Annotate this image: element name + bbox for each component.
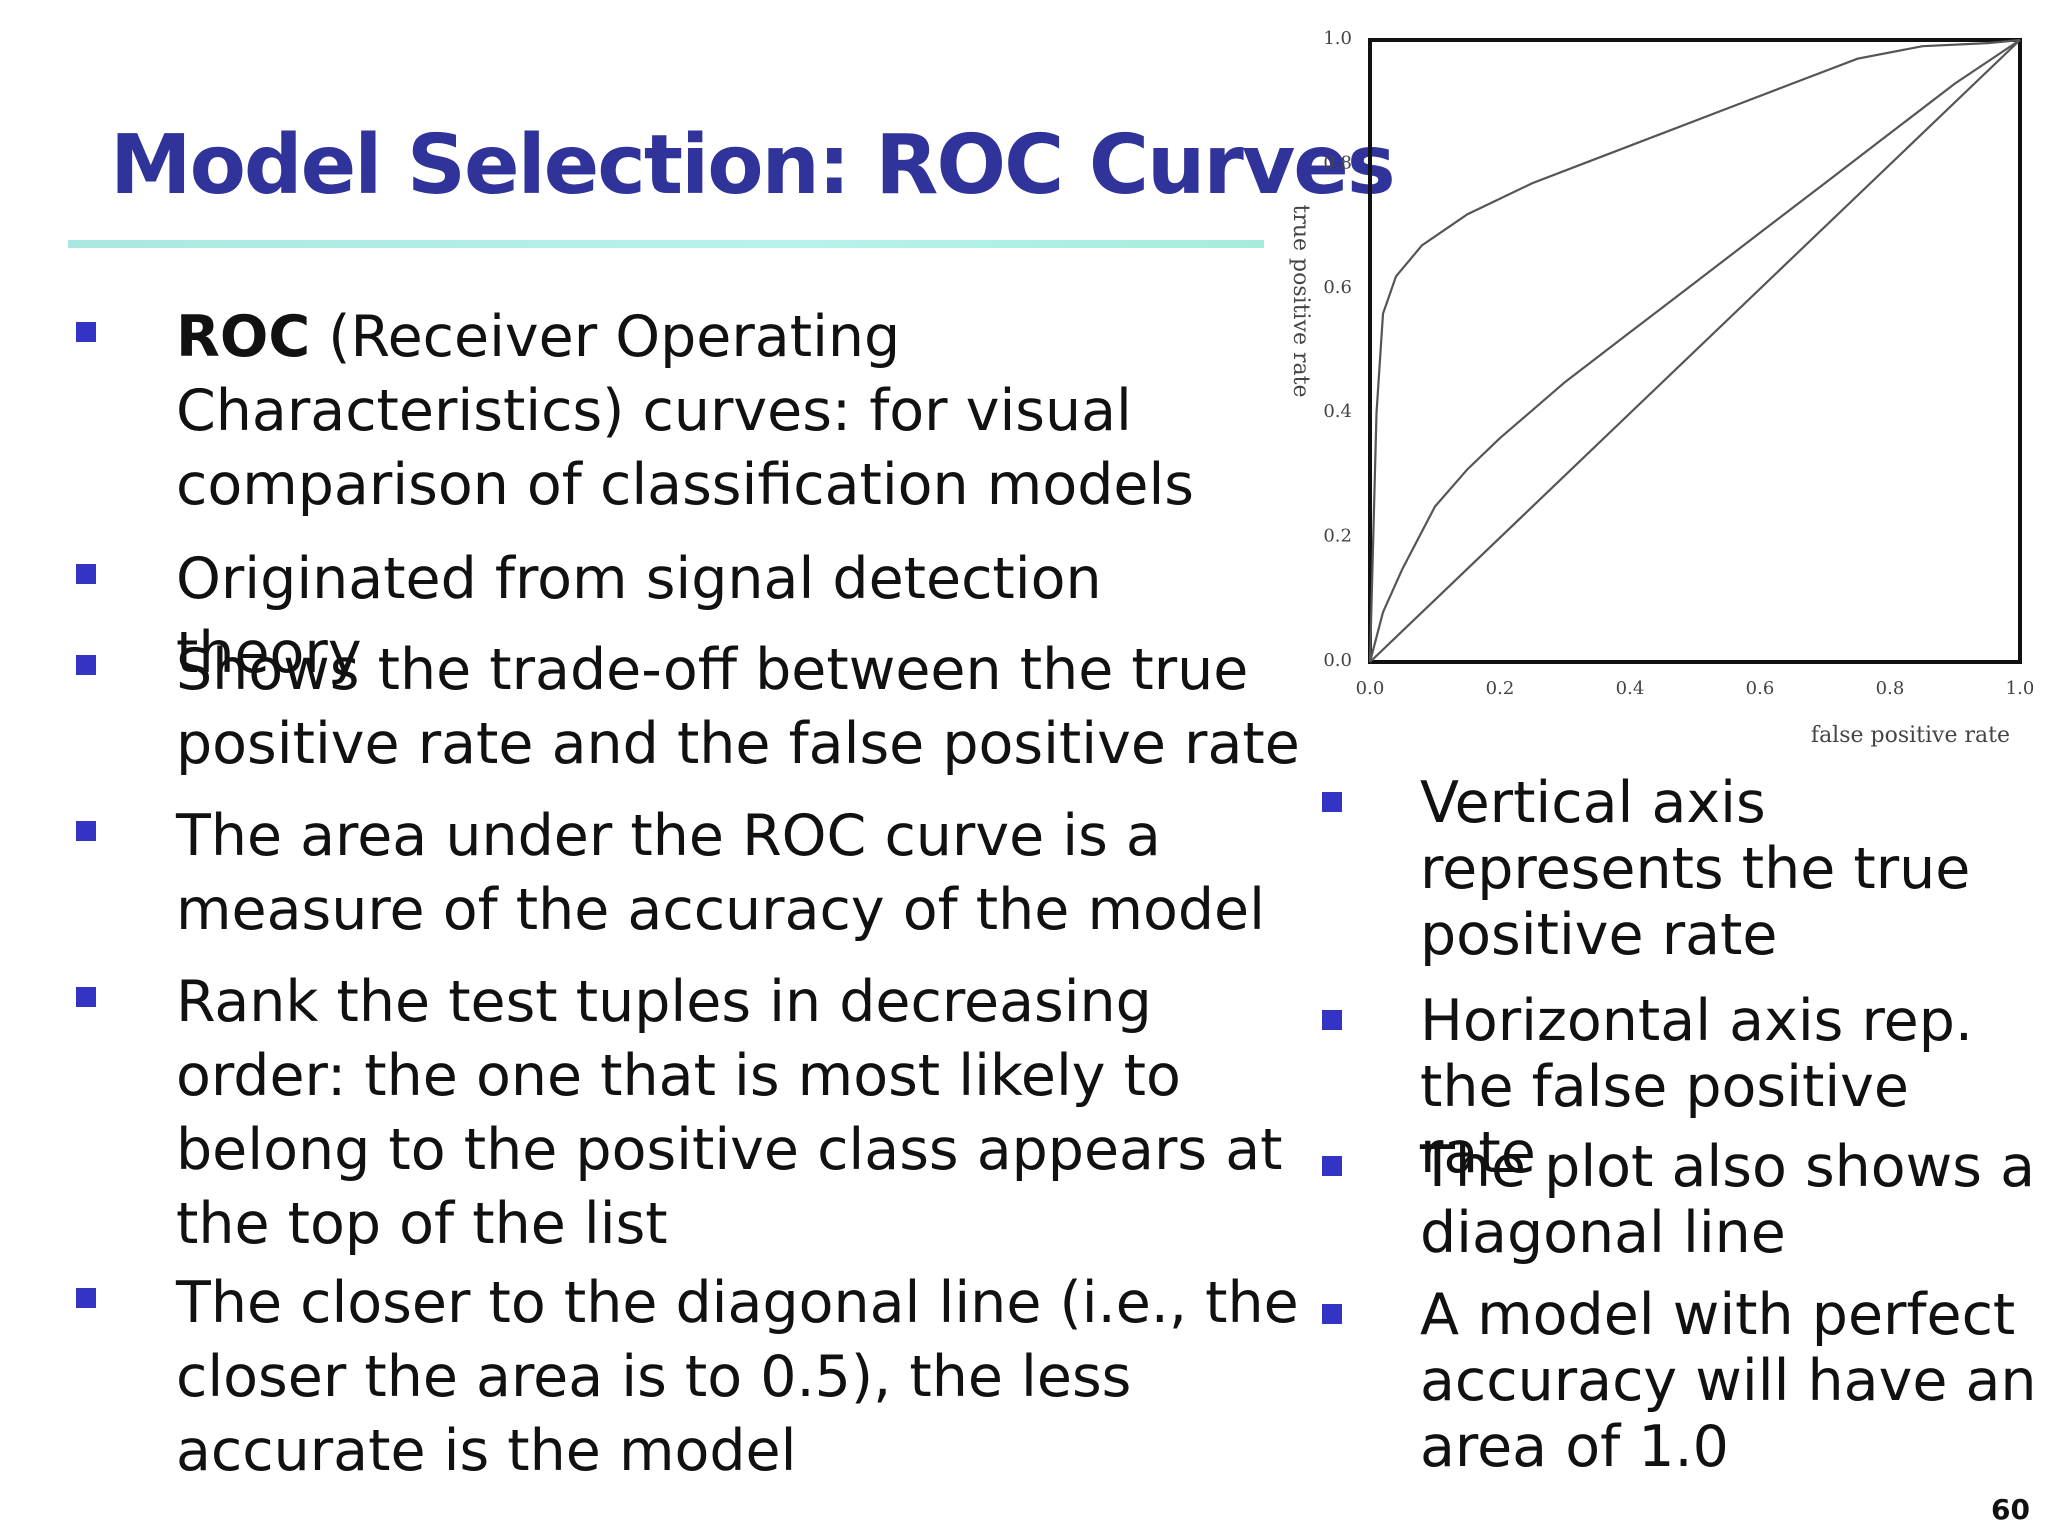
y-tick-label: 0.6 (1323, 277, 1352, 298)
bullet-bold-term: ROC (176, 304, 311, 370)
x-tick-label: 0.4 (1616, 678, 1645, 699)
title-underline (68, 240, 1264, 248)
x-tick-label: 1.0 (2006, 678, 2035, 699)
bullet-rest-text: (Receiver Operating Characteristics) cur… (176, 304, 1194, 518)
bullet-square-icon (76, 1288, 96, 1308)
y-axis-label: true positive rate (1288, 204, 1313, 397)
right-bullet-text: Horizontal axis rep. the false positive … (1420, 988, 1974, 1186)
x-tick-label: 0.8 (1876, 678, 1905, 699)
plot-frame (1368, 38, 2022, 664)
y-tick-label: 0.4 (1323, 401, 1352, 422)
bullet-square-icon (76, 821, 96, 841)
y-tick-label: 1.0 (1323, 28, 1352, 49)
page-number: 60 (1991, 1493, 2030, 1526)
roc-chart: 0.0 0.2 0.4 0.6 0.8 1.0 0.0 0.2 0.4 0.6 0.8 1.0 fals… (1288, 28, 2035, 748)
left-bullet-text: Shows the trade-off between the true pos… (176, 637, 1300, 777)
right-bullet-text: The plot also shows a diagonal line (1420, 1134, 2036, 1266)
x-tick-label: 0.6 (1746, 678, 1775, 699)
bullet-square-icon (76, 655, 96, 675)
bullet-square-icon (1322, 1304, 1342, 1324)
y-tick-label: 0.0 (1323, 650, 1352, 671)
bullet-square-icon (1322, 792, 1342, 812)
bullet-square-icon (76, 564, 96, 584)
x-tick-label: 0.2 (1486, 678, 1515, 699)
left-bullet-text: The closer to the diagonal line (i.e., t… (176, 1270, 1299, 1484)
left-bullet-text: Originated from signal detection theory (176, 546, 1102, 686)
bullet-square-icon (1322, 1010, 1342, 1030)
bullet-square-icon (1322, 1156, 1342, 1176)
left-bullet-list: ROC (Receiver Operating Characteristics)… (74, 300, 1304, 1500)
x-axis-label: false positive rate (1811, 723, 2010, 748)
roc-series-line-1 (1368, 38, 2021, 663)
bullet-square-icon (76, 322, 96, 342)
page-title: Model Selection: ROC Curves (110, 118, 1396, 213)
right-bullet-text: Vertical axis represents the true positi… (1420, 770, 1971, 968)
x-tick-label: 0.0 (1356, 678, 1385, 699)
roc-series-line-2 (1368, 39, 2021, 663)
right-bullet-list: Vertical axis represents the true positi… (1320, 770, 2040, 1490)
roc-series-line-3 (1369, 39, 2021, 663)
left-bullet-text: ROC (Receiver Operating Characteristics)… (176, 300, 1194, 522)
y-tick-label: 0.2 (1323, 526, 1352, 547)
left-bullet-text: Rank the test tuples in decreasing order… (176, 969, 1283, 1257)
left-bullet-text: The area under the ROC curve is a measur… (176, 803, 1265, 943)
bullet-square-icon (76, 987, 96, 1007)
y-tick-label: 0.8 (1323, 152, 1352, 173)
right-bullet-text: A model with perfect accuracy will have … (1420, 1282, 2037, 1480)
